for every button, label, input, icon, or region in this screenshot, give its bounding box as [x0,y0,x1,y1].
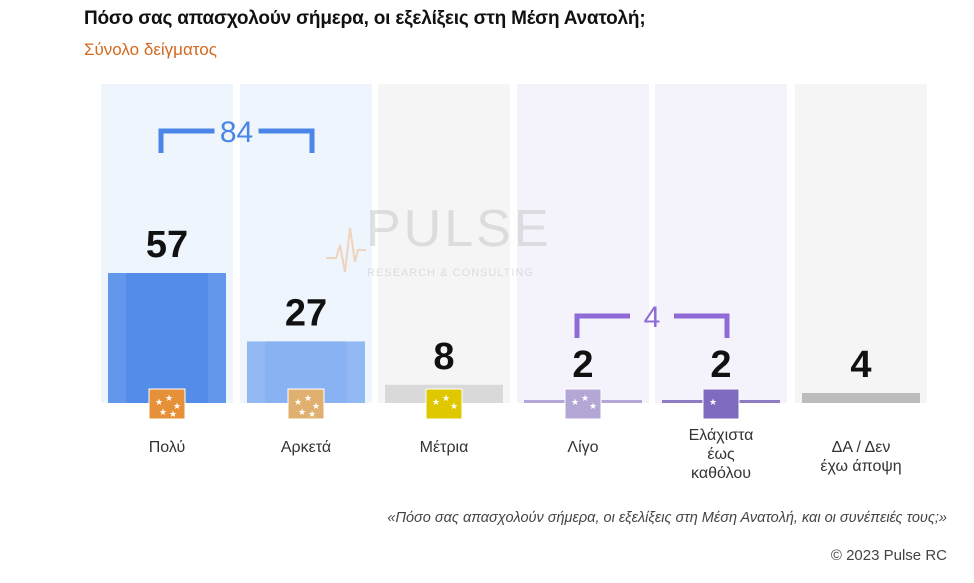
star-icon: ★ [155,397,163,407]
watermark-name: PULSE [366,200,552,258]
category-label-line: καθόλου [691,465,751,482]
bracket-right [258,128,315,153]
rating-icon: ★ [702,388,740,420]
star-icon: ★ [169,409,177,419]
star-icon: ★ [159,407,167,417]
star-icon: ★ [308,409,316,419]
question-footnote: «Πόσο σας απασχολούν σήμερα, οι εξελίξει… [387,510,947,526]
bracket-right [674,313,730,338]
category-label: Μέτρια [420,439,469,456]
watermark-tagline: RESEARCH & CONSULTING [367,267,534,279]
bracket-left [574,313,630,338]
rating-icon-box [425,388,463,420]
star-icon: ★ [294,397,302,407]
value-label: 8 [433,336,454,378]
rating-icon: ★ ★★ [425,388,463,420]
rating-icon-box [287,388,325,420]
star-icon: ★ [709,397,717,407]
category-label: ΔΑ / Δεν έχω άποψη [820,439,901,475]
category-label: Λίγο [567,439,598,456]
group-total-label: 4 [644,301,661,334]
category-label-line: Λίγο [567,439,598,456]
star-icon: ★ [581,393,589,403]
star-icon: ★ [173,401,181,411]
column-background [517,84,649,403]
value-label: 2 [710,344,731,386]
rating-icon-box [148,388,186,420]
category-label-line: έχω άποψη [820,458,901,475]
rating-icon-box [564,388,602,420]
rating-icon-box [702,388,740,420]
value-label: 27 [285,292,327,334]
category-label: Αρκετά [281,439,331,456]
category-label-line: έως [707,446,735,463]
column-background [655,84,787,403]
bar-inner [126,273,208,403]
column-background [378,84,510,403]
rating-icon: ★ ★★ [564,388,602,420]
group-total-label: 84 [220,116,253,149]
rating-icon: ★ ★★★ ★ [287,388,325,420]
star-icon: ★ [312,401,320,411]
star-icon: ★ [442,393,450,403]
value-label: 57 [146,224,188,266]
watermark-pulse-line [326,227,366,273]
value-label: 2 [572,344,593,386]
star-icon: ★ [589,401,597,411]
column-background [795,84,927,403]
group-bracket: 4 [574,301,730,338]
watermark: PULSE RESEARCH & CONSULTING [326,200,552,279]
category-label-line: Ελάχιστα [689,427,754,444]
copyright: © 2023 Pulse RC [830,547,947,564]
chart-subtitle: Σύνολο δείγματος [84,40,217,59]
category-label-line: Πολύ [149,439,186,456]
star-icon: ★ [571,397,579,407]
star-icon: ★ [450,401,458,411]
star-icon: ★ [298,407,306,417]
category-label-line: Μέτρια [420,439,469,456]
chart-title: Πόσο σας απασχολούν σήμερα, οι εξελίξεις… [84,8,646,29]
group-bracket: 84 [158,116,315,153]
star-icon: ★ [304,393,312,403]
value-label: 4 [850,344,871,386]
category-label: Πολύ [149,439,186,456]
bar [802,393,920,403]
category-label: Ελάχιστα έως καθόλου [689,427,754,482]
star-icon: ★ [432,397,440,407]
category-label-line: Αρκετά [281,439,331,456]
category-label-line: ΔΑ / Δεν [832,439,891,456]
bracket-left [158,128,215,153]
rating-icon: ★ ★★★ ★ [148,388,186,420]
star-icon: ★ [165,393,173,403]
